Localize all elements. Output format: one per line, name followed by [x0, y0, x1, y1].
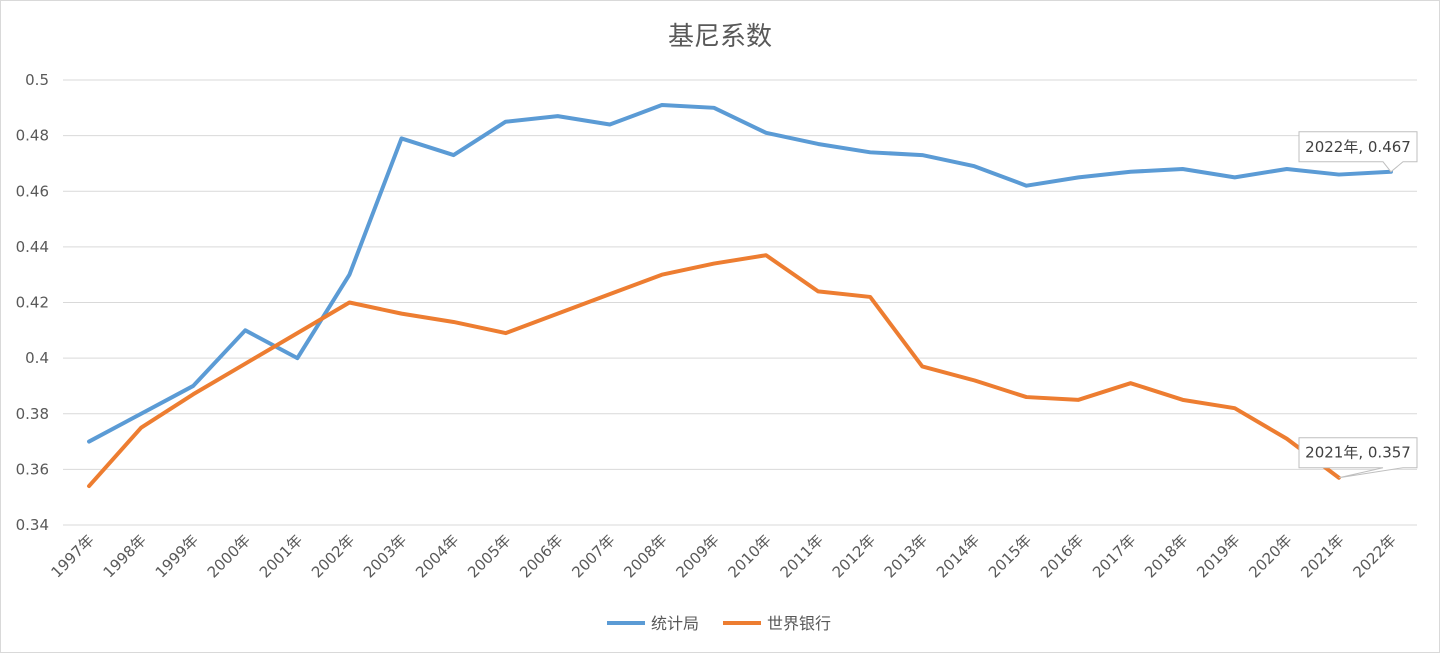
legend-item-2: 世界银行	[723, 614, 831, 633]
series-line-2	[87, 253, 1341, 489]
y-tick-label: 0.5	[25, 71, 49, 89]
chart-title: 基尼系数	[668, 22, 772, 52]
x-tick-label: 2021年	[1297, 531, 1347, 581]
x-tick-label: 2010年	[725, 531, 775, 581]
x-tick-label: 2007年	[568, 531, 618, 581]
x-tick-label: 2013年	[881, 531, 931, 581]
legend-label: 世界银行	[767, 614, 831, 633]
x-tick-label: 1997年	[48, 531, 98, 581]
data-callout: 2021年, 0.357	[1298, 437, 1418, 479]
x-tick-label: 2003年	[360, 531, 410, 581]
x-tick-label: 2008年	[620, 531, 670, 581]
y-tick-label: 0.46	[16, 182, 49, 200]
x-tick-label: 2005年	[464, 531, 514, 581]
x-tick-label: 2001年	[256, 531, 306, 581]
x-tick-label: 2019年	[1193, 531, 1243, 581]
y-tick-label: 0.34	[16, 516, 49, 534]
legend-item-1: 统计局	[607, 614, 699, 633]
y-tick-label: 0.48	[16, 127, 49, 145]
x-tick-label: 2009年	[672, 531, 722, 581]
x-tick-label: 2011年	[777, 531, 827, 581]
x-tick-label: 2012年	[829, 531, 879, 581]
x-tick-label: 2014年	[933, 531, 983, 581]
y-tick-label: 0.4	[25, 349, 49, 367]
legend-label: 统计局	[651, 614, 699, 633]
x-tick-label: 2020年	[1245, 531, 1295, 581]
series-line-1	[87, 103, 1393, 444]
y-tick-label: 0.38	[16, 405, 49, 423]
x-tick-label: 2017年	[1089, 531, 1139, 581]
callout-box	[1298, 131, 1418, 173]
x-tick-label: 2004年	[412, 531, 462, 581]
y-tick-label: 0.36	[16, 460, 49, 478]
callout-box	[1298, 437, 1418, 479]
x-tick-label: 1999年	[152, 531, 202, 581]
x-tick-label: 2018年	[1141, 531, 1191, 581]
x-tick-label: 2000年	[204, 531, 254, 581]
y-tick-label: 0.44	[16, 238, 49, 256]
x-tick-label: 2022年	[1349, 531, 1399, 581]
x-tick-label: 2016年	[1037, 531, 1087, 581]
data-callout: 2022年, 0.467	[1298, 131, 1418, 173]
y-tick-label: 0.42	[16, 294, 49, 312]
x-tick-label: 2002年	[308, 531, 358, 581]
data-label: 2022年, 0.467	[1305, 138, 1411, 156]
x-tick-label: 2015年	[985, 531, 1035, 581]
x-tick-label: 1998年	[100, 531, 150, 581]
data-label: 2021年, 0.357	[1305, 444, 1411, 462]
x-tick-label: 2006年	[516, 531, 566, 581]
